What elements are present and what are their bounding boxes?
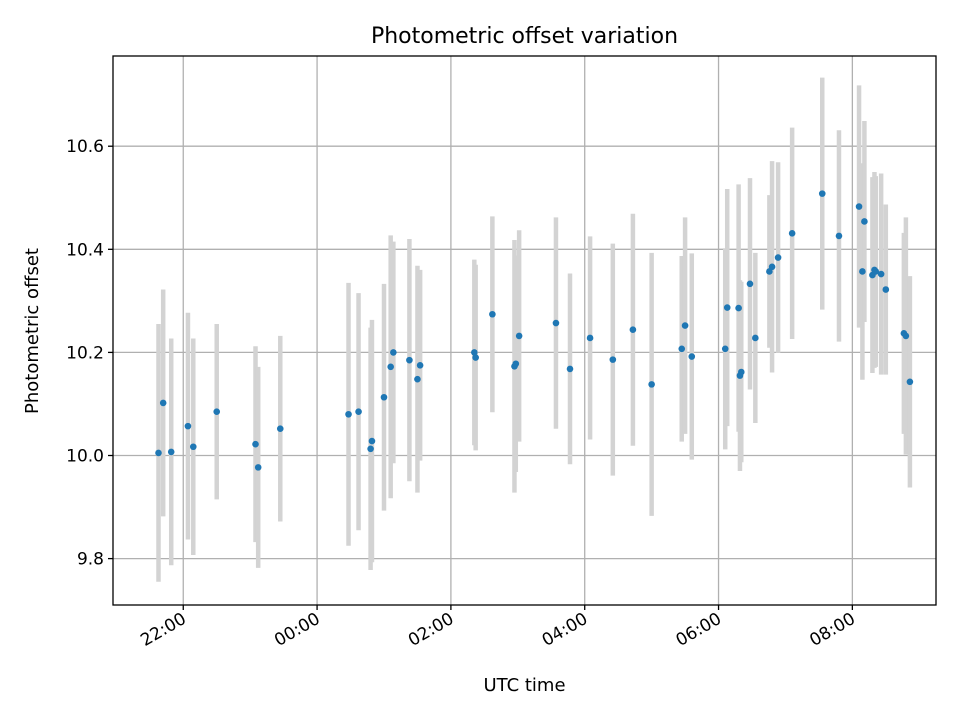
y-tick-label: 10.4 — [66, 240, 104, 260]
data-point — [512, 360, 520, 368]
data-point — [906, 378, 914, 386]
data-point — [387, 363, 394, 371]
data-point — [552, 319, 560, 327]
y-axis-ticks: 9.8 10.0 10.2 10.4 10.6 — [66, 137, 113, 570]
data-point — [746, 280, 754, 288]
data-point — [877, 270, 885, 278]
data-point — [367, 445, 374, 453]
data-point — [252, 440, 259, 448]
chart-title: Photometric offset variation — [371, 24, 678, 49]
data-point — [472, 354, 479, 361]
y-axis-label: Photometric offset — [22, 248, 43, 414]
data-point — [213, 408, 221, 415]
y-tick-label: 10.2 — [66, 343, 104, 363]
data-point — [872, 268, 880, 275]
data-point — [566, 365, 574, 373]
data-point — [721, 345, 729, 353]
data-point — [861, 218, 868, 225]
data-point — [471, 349, 478, 356]
data-point — [609, 356, 617, 363]
y-tick-label: 10.0 — [66, 447, 104, 467]
grid — [113, 56, 936, 605]
plot-frame — [112, 55, 937, 606]
y-tick-label: 10.6 — [66, 137, 104, 157]
data-point — [752, 334, 759, 342]
data-point — [345, 410, 352, 418]
data-point — [835, 232, 843, 240]
data-point — [515, 332, 523, 340]
data-point — [159, 399, 167, 407]
data-point — [629, 326, 637, 334]
data-point — [355, 408, 362, 415]
data-point — [414, 375, 421, 383]
data-point — [855, 203, 863, 210]
data-point — [489, 310, 496, 318]
data-point — [735, 304, 742, 312]
data-point — [189, 443, 197, 451]
data-point — [882, 286, 890, 293]
data-point — [818, 190, 826, 197]
data-point — [254, 464, 262, 471]
data-point — [380, 393, 388, 401]
data-point — [368, 437, 376, 445]
data-point — [768, 263, 776, 271]
data-point — [774, 254, 782, 261]
data-point — [688, 353, 696, 360]
data-point — [155, 449, 162, 457]
data-point — [788, 230, 796, 237]
data-points — [155, 190, 914, 471]
data-point — [859, 268, 866, 275]
data-point — [902, 332, 910, 340]
x-axis-label: UTC time — [483, 675, 565, 696]
data-point — [390, 349, 397, 356]
data-point — [276, 425, 284, 433]
data-point — [167, 448, 175, 456]
data-point — [406, 356, 413, 364]
data-point — [648, 381, 655, 388]
data-point — [723, 304, 731, 311]
data-point — [678, 345, 686, 353]
data-point — [416, 361, 424, 369]
data-point — [681, 322, 689, 329]
data-point — [737, 368, 745, 376]
y-tick-label: 9.8 — [77, 550, 104, 570]
data-point — [184, 422, 192, 430]
data-point — [586, 334, 594, 342]
